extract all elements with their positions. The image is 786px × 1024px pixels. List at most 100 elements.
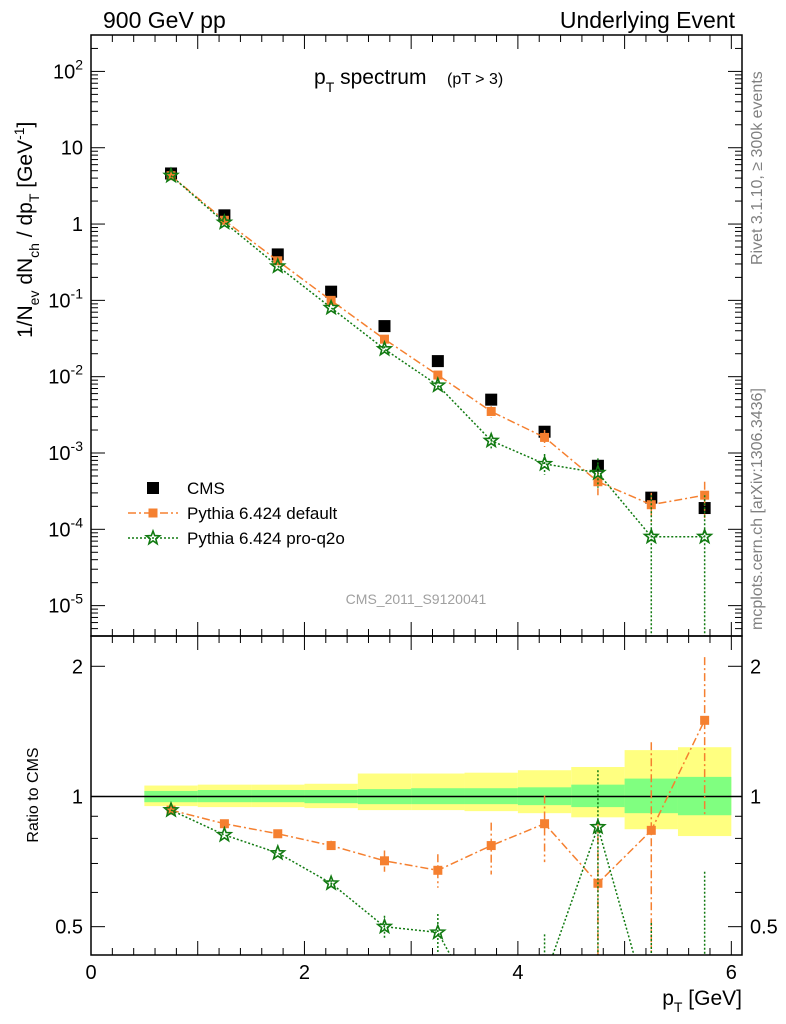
ylabel-d: [GeV xyxy=(14,140,37,194)
data-point-pythia-6-424-pro-q2o xyxy=(642,527,661,545)
legend-marker-pythia-6-424-default xyxy=(148,508,158,518)
data-point-pythia-6-424-pro-q2o xyxy=(375,339,394,357)
ratio-point-pythia-6-424-default xyxy=(379,856,389,866)
ratio-point-pythia-6-424-default xyxy=(646,825,656,835)
data-point-pythia-6-424-default xyxy=(540,432,550,442)
y-tick-label-exponent: -4 xyxy=(71,514,84,530)
ratio-plot-area xyxy=(162,657,710,1023)
ylabel-c: / dp xyxy=(14,202,37,243)
side-notes: Rivet 3.1.10, ≥ 300k events mcplots.cern… xyxy=(749,71,766,630)
ratio-point-pythia-6-424-pro-q2o xyxy=(375,917,394,935)
data-point-pythia-6-424-default xyxy=(486,406,496,416)
ratio-y-tick-label: 1 xyxy=(72,786,83,808)
ratio-point-pythia-6-424-pro-q2o xyxy=(538,971,551,984)
ratio-point-pythia-6-424-default xyxy=(540,819,550,829)
ylabel-a-sub: ev xyxy=(26,291,42,306)
ratio-point-pythia-6-424-pro-q2o xyxy=(268,843,287,861)
data-point-cms xyxy=(271,248,284,261)
side-note-top: Rivet 3.1.10, ≥ 300k events xyxy=(749,71,766,265)
data-point-pythia-6-424-default xyxy=(379,334,389,344)
ratio-y-axis-label: Ratio to CMS xyxy=(25,747,42,842)
y-tick-label-base: 10 xyxy=(48,596,70,618)
ratio-point-pythia-6-424-pro-q2o xyxy=(215,825,234,843)
data-point-pythia-6-424-pro-q2o xyxy=(162,166,180,184)
data-point-cms xyxy=(485,393,498,406)
ratio-point-pythia-6-424-pro-q2o xyxy=(589,817,607,835)
title-sub: T xyxy=(326,79,335,95)
legend-label-pythia-6-424-pro-q2o: Pythia 6.424 pro-q2o xyxy=(187,529,345,548)
main-plot-area xyxy=(162,166,714,636)
data-point-pythia-6-424-default xyxy=(219,215,229,225)
data-point-pythia-6-424-pro-q2o xyxy=(589,463,607,481)
xlabel-a: p xyxy=(662,987,674,1010)
ratio-point-pythia-6-424-default xyxy=(219,819,229,829)
ratio-y-tick-label-right: 2 xyxy=(750,656,761,678)
y-tick-label-base: 10 xyxy=(61,138,83,160)
plot-title: pT spectrum (pT > 3) xyxy=(314,66,503,95)
title-main: p xyxy=(314,66,326,89)
ylabel-b: dN xyxy=(14,258,37,291)
data-point-pythia-6-424-pro-q2o xyxy=(268,256,287,274)
legend-marker-cms xyxy=(147,482,159,494)
ratio-point-pythia-6-424-pro-q2o xyxy=(322,874,340,891)
ylabel-e: ] xyxy=(14,122,37,128)
ratio-point-pythia-6-424-default xyxy=(273,829,283,839)
ratio-point-pythia-6-424-pro-q2o xyxy=(162,800,180,818)
data-point-pythia-6-424-default xyxy=(433,370,443,380)
y-tick-label-base: 10 xyxy=(48,519,70,541)
watermark: CMS_2011_S9120041 xyxy=(346,591,487,607)
y-tick-label: 102 xyxy=(53,56,83,83)
ratio-y-tick-label: 0.5 xyxy=(55,917,83,939)
data-point-pythia-6-424-pro-q2o xyxy=(215,213,234,230)
side-note-bottom: mcplots.cern.ch [arXiv:1306.3436] xyxy=(749,388,766,630)
xlabel-b: [GeV] xyxy=(682,987,742,1010)
x-tick-label: 0 xyxy=(85,962,96,984)
y-tick-label-base: 10 xyxy=(48,443,70,465)
header: 900 GeV pp Underlying Event xyxy=(103,7,736,33)
ylabel-c-sub: T xyxy=(26,193,42,202)
data-point-cms xyxy=(325,285,338,298)
ratio-frame xyxy=(90,635,743,956)
y-tick-label-exponent: -2 xyxy=(71,362,84,378)
ratio-point-pythia-6-424-default xyxy=(326,841,336,851)
y-tick-label: 10-1 xyxy=(48,285,83,312)
data-point-pythia-6-424-pro-q2o xyxy=(535,454,554,472)
ratio-y-tick-label: 2 xyxy=(72,656,83,678)
y-tick-label-exponent: -3 xyxy=(71,438,84,454)
ratio-line-pythia-6-424-pro-q2o xyxy=(170,809,635,955)
title-cut: (pT > 3) xyxy=(447,71,503,88)
legend-label-pythia-6-424-default: Pythia 6.424 default xyxy=(187,504,338,523)
y-tick-label-base: 10 xyxy=(48,367,70,389)
legend: CMS Pythia 6.424 default Pythia 6.424 pro-… xyxy=(128,479,345,548)
y-tick-label-exponent: -1 xyxy=(71,285,84,301)
title-rest: spectrum xyxy=(334,66,426,89)
y-tick-label: 10-5 xyxy=(48,591,83,618)
data-point-cms xyxy=(431,355,444,368)
x-tick-label: 4 xyxy=(512,962,523,984)
y-tick-label-exponent: 2 xyxy=(75,56,83,72)
data-point-pythia-6-424-pro-q2o xyxy=(482,431,501,449)
x-tick-label: 6 xyxy=(726,962,737,984)
x-tick-label: 2 xyxy=(299,962,310,984)
data-point-cms xyxy=(378,320,391,333)
svg-text:1/Nev dNch / dpT [GeV-1]: 1/Nev dNch / dpT [GeV-1] xyxy=(11,122,42,338)
legend-label-cms: CMS xyxy=(187,479,225,498)
header-right: Underlying Event xyxy=(560,7,736,33)
ylabel-d-sup: -1 xyxy=(11,127,27,140)
y-tick-label: 1 xyxy=(72,214,83,236)
ylabel-a: 1/N xyxy=(14,305,37,338)
ratio-point-pythia-6-424-pro-q2o xyxy=(645,1010,658,1023)
main-y-axis-label: 1/Nev dNch / dpT [GeV-1] xyxy=(11,122,42,338)
y-tick-label: 10 xyxy=(61,138,83,160)
y-tick-label-base: 10 xyxy=(48,290,70,312)
header-left: 900 GeV pp xyxy=(103,7,226,33)
y-tick-label-base: 10 xyxy=(53,61,75,83)
y-tick-label: 10-3 xyxy=(48,438,83,465)
ratio-point-pythia-6-424-default xyxy=(433,865,443,875)
y-tick-label-base: 1 xyxy=(72,214,83,236)
ratio-y-tick-label-right: 0.5 xyxy=(750,917,778,939)
ratio-panel: 0 2 4 6 0.5 0.5 1 1 2 2 xyxy=(55,635,778,1023)
ratio-point-pythia-6-424-default xyxy=(700,715,710,725)
